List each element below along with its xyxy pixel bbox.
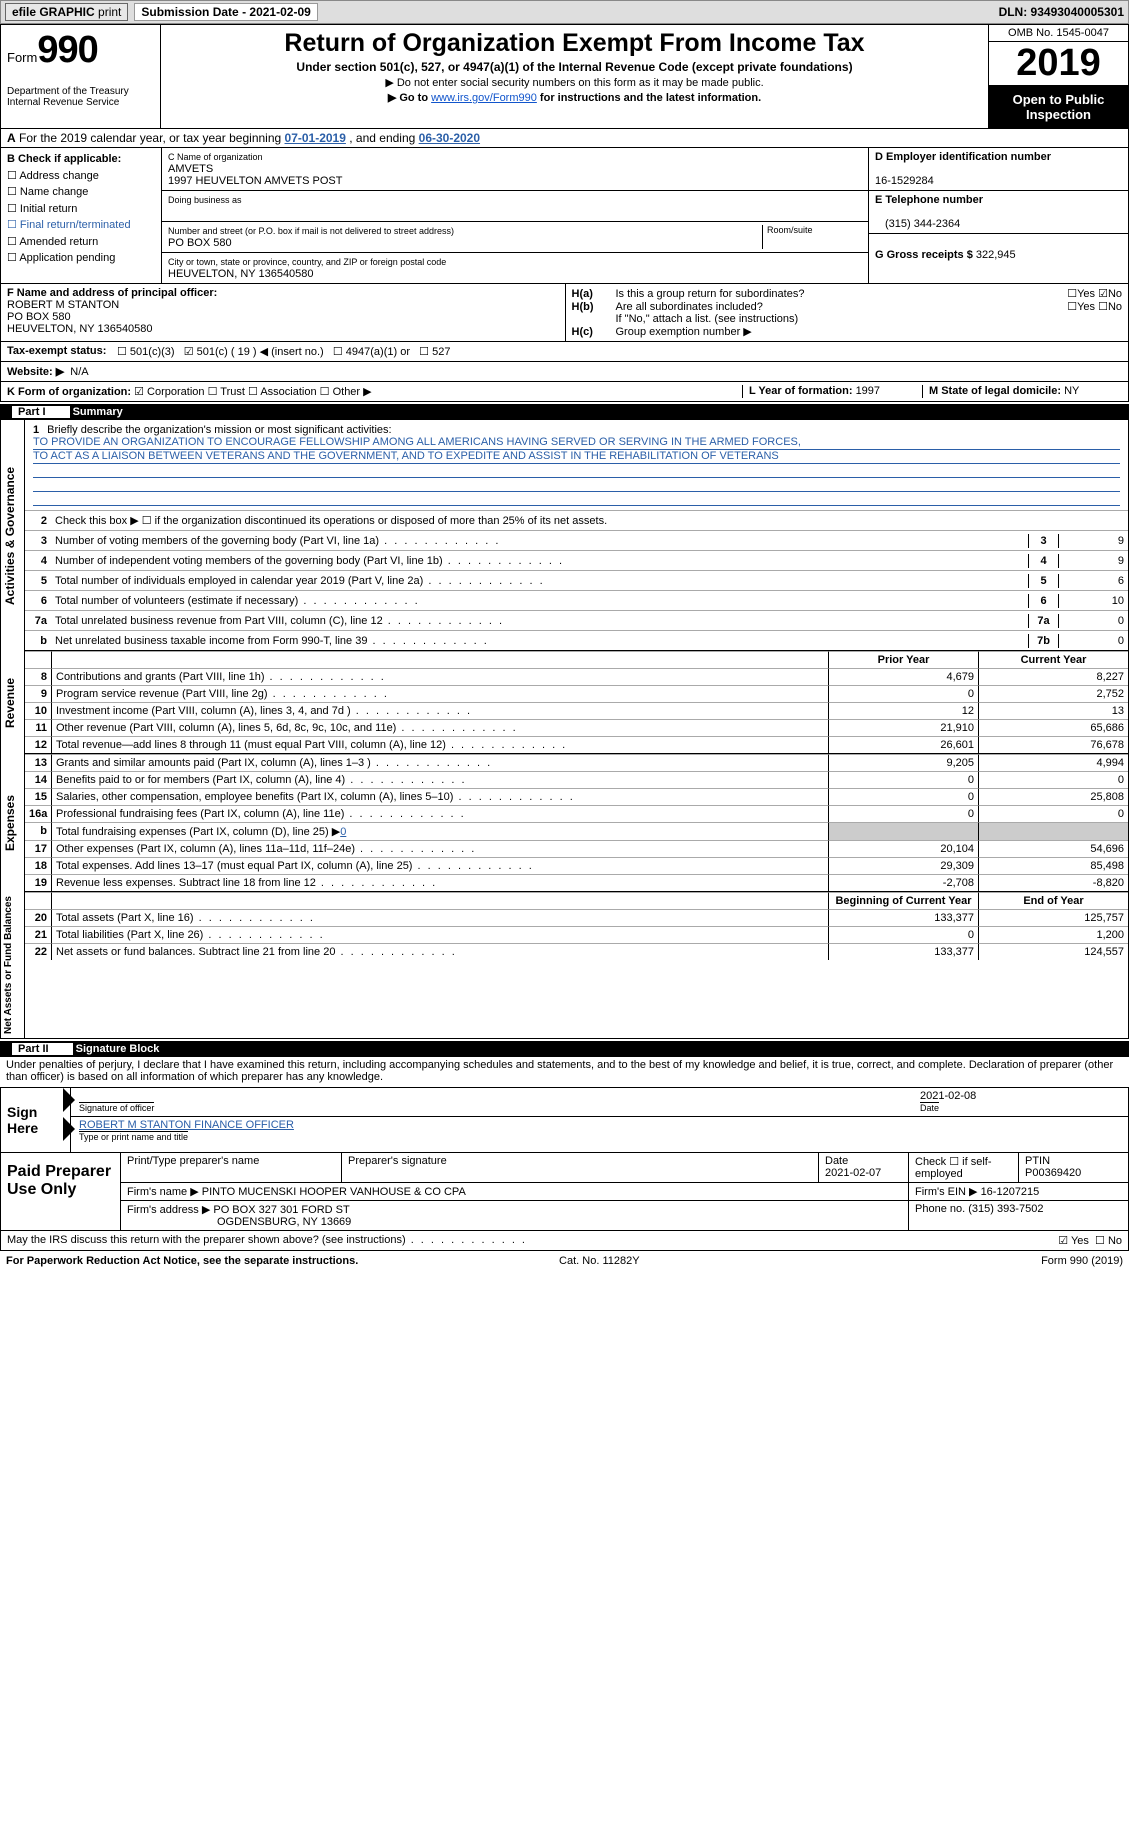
part-ii-bar: Part II Signature Block: [0, 1041, 1129, 1057]
summary-grid: Activities & Governance 1Briefly describ…: [0, 420, 1129, 1039]
preparer-block: Paid Preparer Use Only Print/Type prepar…: [0, 1153, 1129, 1231]
line-row: 11Other revenue (Part VIII, column (A), …: [25, 719, 1128, 736]
mission-block: 1Briefly describe the organization's mis…: [25, 420, 1128, 510]
fh-row: F Name and address of principal officer:…: [0, 284, 1129, 342]
irs-link[interactable]: www.irs.gov/Form990: [431, 92, 537, 104]
sig-name-row: ROBERT M STANTON FINANCE OFFICERType or …: [71, 1117, 1128, 1145]
sign-block: Sign Here Signature of officer2021-02-08…: [0, 1087, 1129, 1153]
line-row: 14Benefits paid to or for members (Part …: [25, 771, 1128, 788]
row-klm: K Form of organization: ☑ Corporation ☐ …: [0, 382, 1129, 402]
line-row: 15Salaries, other compensation, employee…: [25, 788, 1128, 805]
line-row: 16aProfessional fundraising fees (Part I…: [25, 805, 1128, 822]
paid-preparer-label: Paid Preparer Use Only: [1, 1153, 121, 1230]
dept-treasury: Department of the Treasury: [7, 86, 154, 97]
form-header: Form990 Department of the Treasury Inter…: [0, 24, 1129, 129]
row-j: Website: ▶ N/A: [0, 362, 1129, 382]
omb-number: OMB No. 1545-0047: [989, 25, 1128, 42]
gov-label: Activities & Governance: [1, 420, 25, 651]
officer-f: F Name and address of principal officer:…: [1, 284, 565, 341]
line-row: 17Other expenses (Part IX, column (A), l…: [25, 840, 1128, 857]
row-i: Tax-exempt status: ☐ 501(c)(3) ☑ 501(c) …: [0, 342, 1129, 362]
note-link: ▶ Go to www.irs.gov/Form990 for instruct…: [169, 91, 980, 104]
submission-date: Submission Date - 2021-02-09: [134, 3, 317, 21]
line-row: 9Program service revenue (Part VIII, lin…: [25, 685, 1128, 702]
group-h: H(a)Is this a group return for subordina…: [565, 284, 1129, 341]
line-row: 10Investment income (Part VIII, column (…: [25, 702, 1128, 719]
form-title: Return of Organization Exempt From Incom…: [169, 29, 980, 58]
arrow-icon: [63, 1088, 75, 1112]
form-number: Form990: [7, 29, 154, 72]
line-row: 18Total expenses. Add lines 13–17 (must …: [25, 857, 1128, 874]
form-subtitle: Under section 501(c), 527, or 4947(a)(1)…: [169, 60, 980, 74]
line-row: 13Grants and similar amounts paid (Part …: [25, 754, 1128, 771]
sign-here-label: Sign Here: [1, 1088, 71, 1152]
line-row: 21Total liabilities (Part X, line 26)01,…: [25, 926, 1128, 943]
penalties-text: Under penalties of perjury, I declare th…: [0, 1057, 1129, 1085]
line-row: 19Revenue less expenses. Subtract line 1…: [25, 874, 1128, 891]
sig-officer-row: Signature of officer2021-02-08Date: [71, 1088, 1128, 1117]
efile-print-button[interactable]: efile GRAPHIC print: [5, 3, 128, 21]
arrow-icon: [63, 1117, 75, 1141]
discuss-row: May the IRS discuss this return with the…: [0, 1231, 1129, 1251]
rev-label: Revenue: [1, 651, 25, 754]
public-inspection: Open to PublicInspection: [989, 86, 1128, 128]
line-row: 12Total revenue—add lines 8 through 11 (…: [25, 736, 1128, 753]
line-row: 8Contributions and grants (Part VIII, li…: [25, 668, 1128, 685]
col-b: B Check if applicable: ☐ Address change …: [1, 148, 161, 283]
col-c: C Name of organizationAMVETS1997 HEUVELT…: [161, 148, 868, 283]
line-row: 20Total assets (Part X, line 16)133,3771…: [25, 909, 1128, 926]
part-i-bar: Part I Summary: [0, 404, 1129, 420]
na-label: Net Assets or Fund Balances: [1, 892, 25, 1038]
irs-label: Internal Revenue Service: [7, 97, 154, 108]
footer: For Paperwork Reduction Act Notice, see …: [0, 1251, 1129, 1271]
entity-block: B Check if applicable: ☐ Address change …: [0, 148, 1129, 284]
col-d: D Employer identification number16-15292…: [868, 148, 1128, 283]
note-ssn: ▶ Do not enter social security numbers o…: [169, 76, 980, 89]
line-row: 22Net assets or fund balances. Subtract …: [25, 943, 1128, 960]
tax-year: 2019: [989, 42, 1128, 86]
dln: DLN: 93493040005301: [999, 5, 1124, 19]
line-row: bTotal fundraising expenses (Part IX, co…: [25, 822, 1128, 840]
period-row: A For the 2019 calendar year, or tax yea…: [0, 129, 1129, 148]
top-toolbar: efile GRAPHIC print Submission Date - 20…: [0, 0, 1129, 24]
exp-label: Expenses: [1, 754, 25, 892]
